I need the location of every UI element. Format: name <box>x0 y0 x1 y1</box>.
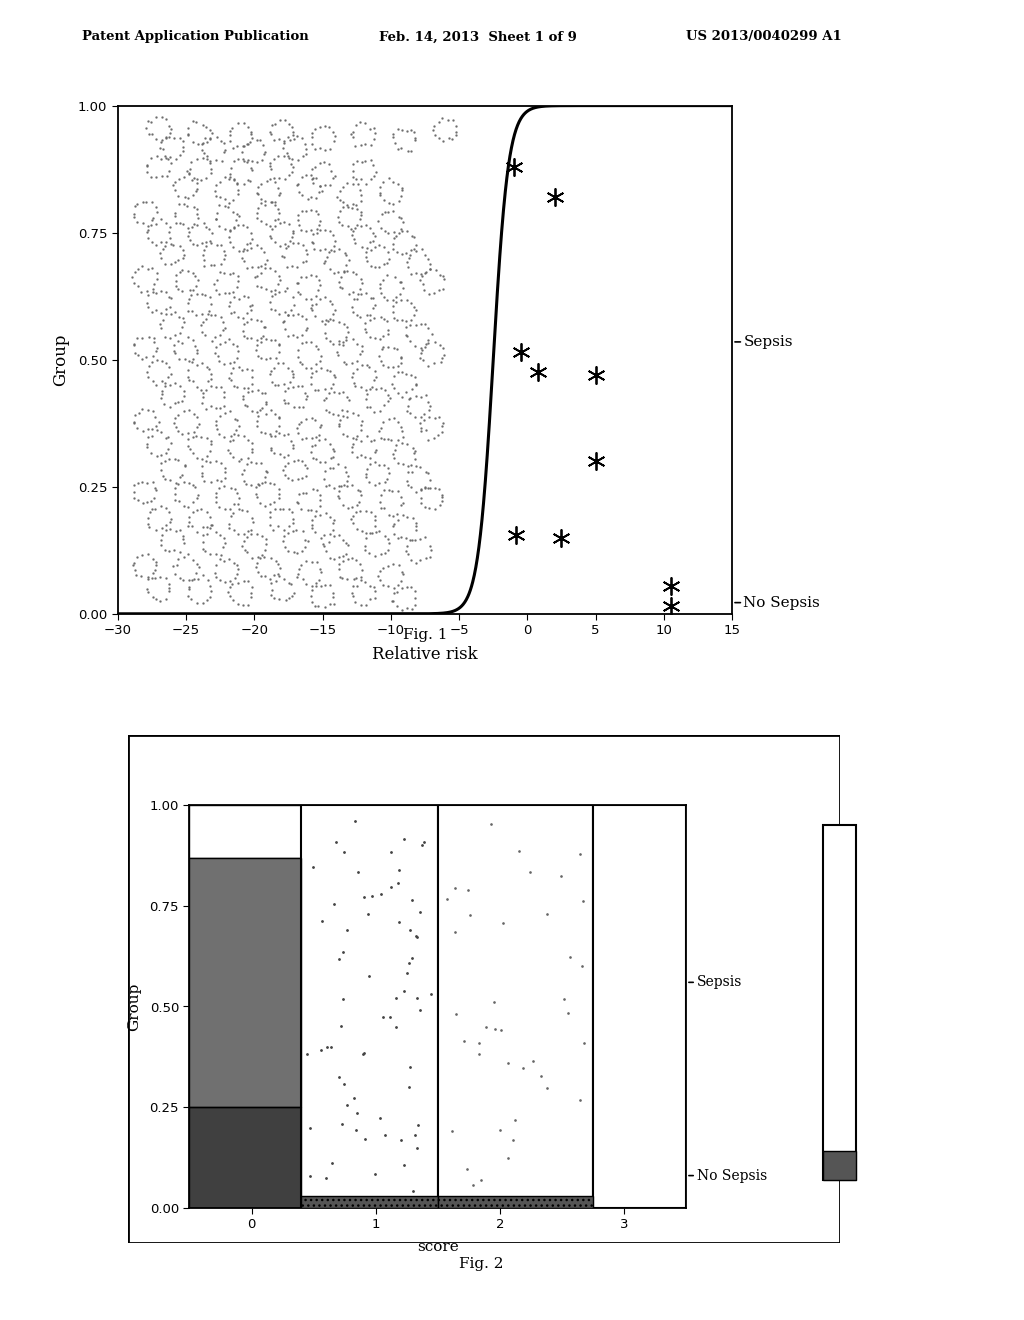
Text: Sepsis: Sepsis <box>697 975 742 990</box>
Bar <box>301 1196 438 1208</box>
Y-axis label: Group: Group <box>127 982 141 1031</box>
Bar <box>823 1151 856 1180</box>
Text: Sepsis: Sepsis <box>743 335 793 348</box>
Bar <box>823 1151 856 1180</box>
Text: Fig. 1: Fig. 1 <box>402 628 447 643</box>
X-axis label: score: score <box>417 1239 459 1254</box>
Bar <box>438 805 593 1208</box>
Text: Feb. 14, 2013  Sheet 1 of 9: Feb. 14, 2013 Sheet 1 of 9 <box>379 30 577 44</box>
Text: Patent Application Publication: Patent Application Publication <box>82 30 308 44</box>
Bar <box>189 1107 301 1208</box>
Bar <box>189 858 301 1107</box>
Text: No Sepsis: No Sepsis <box>697 1168 767 1183</box>
Bar <box>823 825 856 1180</box>
Bar <box>189 1107 301 1208</box>
Bar <box>189 805 301 858</box>
Bar <box>301 805 438 1208</box>
X-axis label: Relative risk: Relative risk <box>372 645 478 663</box>
Text: Fig. 2: Fig. 2 <box>459 1257 504 1271</box>
Y-axis label: Group: Group <box>52 334 70 385</box>
Text: US 2013/0040299 A1: US 2013/0040299 A1 <box>686 30 842 44</box>
Bar <box>189 858 301 1107</box>
Bar <box>593 805 686 1208</box>
Text: No Sepsis: No Sepsis <box>743 595 820 610</box>
Bar <box>438 1196 593 1208</box>
